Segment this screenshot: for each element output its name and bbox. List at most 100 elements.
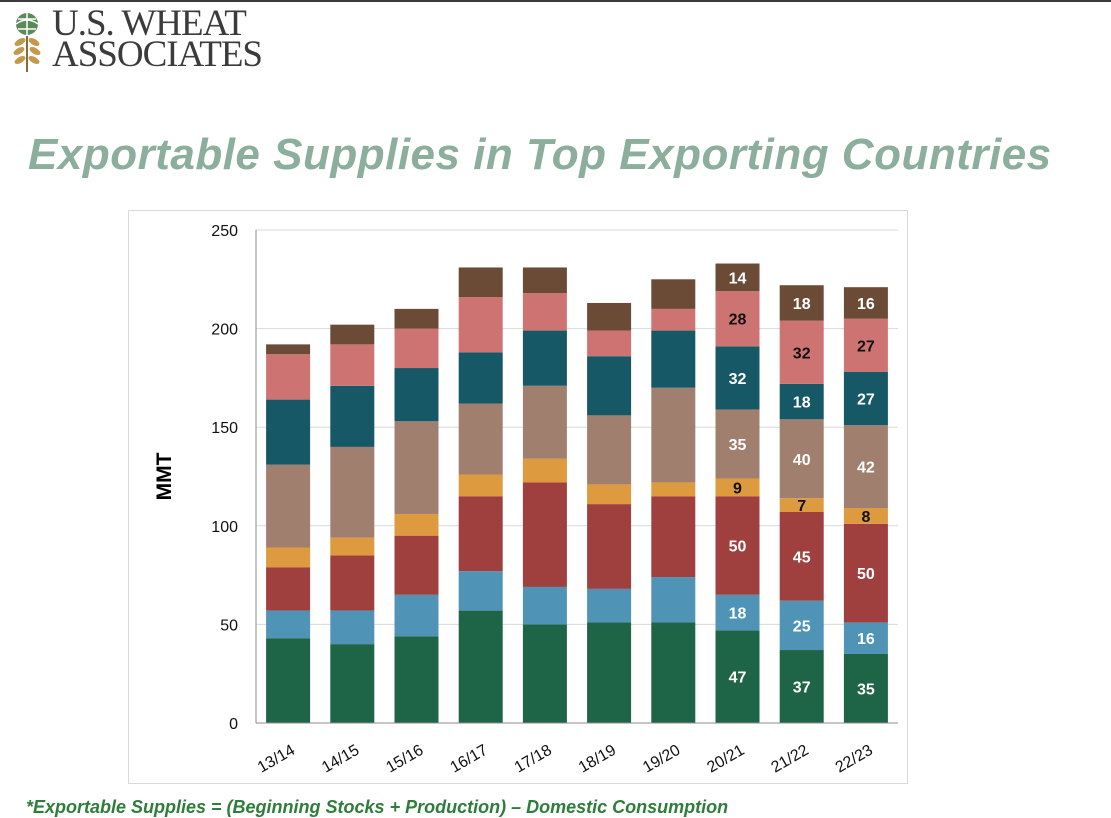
bar-segment	[843, 425, 888, 509]
bar-segment	[715, 478, 760, 497]
bar-segment	[715, 346, 760, 410]
data-label: 16	[857, 631, 875, 648]
bar-segment	[458, 297, 503, 353]
bar-segment	[843, 508, 888, 524]
bar-segment	[266, 399, 311, 465]
data-label: 50	[729, 539, 747, 556]
bar-segment	[587, 484, 632, 505]
bar-segment	[266, 464, 311, 548]
y-tick-label: 50	[220, 617, 238, 634]
bar-segment	[522, 586, 567, 625]
x-tick-label: 21/22	[769, 742, 812, 777]
logo-text: U.S. WHEAT ASSOCIATES	[52, 3, 263, 75]
y-axis-title: MMT	[153, 452, 176, 500]
bar-segment	[458, 474, 503, 497]
bar-segment	[394, 535, 439, 595]
bar-segment	[715, 409, 760, 479]
x-tick-label: 16/17	[448, 742, 491, 777]
bar-segment	[330, 446, 375, 538]
bar-segment	[266, 547, 311, 568]
bar-segment	[651, 482, 696, 497]
bar-segment	[522, 624, 567, 723]
bar-segment	[779, 511, 824, 601]
bar-segment	[394, 421, 439, 514]
bar-segment	[522, 385, 567, 459]
y-tick-label: 150	[211, 420, 238, 437]
bar-segment	[330, 537, 375, 556]
data-label: 42	[857, 460, 875, 477]
bar-segment	[587, 504, 632, 589]
data-label: 7	[797, 498, 806, 515]
data-label: 32	[729, 371, 747, 388]
bar-segment	[779, 320, 824, 384]
x-tick-label: 20/21	[704, 742, 747, 777]
bar-segment	[715, 496, 760, 595]
stacked-bar-chart: 47 18 50 9 35 32 28 14 37 25 45 7 40 18 32 18 35 16 50 8 42 2…	[153, 223, 898, 777]
data-label: 37	[793, 680, 811, 697]
data-label: 18	[793, 395, 811, 412]
bar-segment	[651, 330, 696, 388]
bar-segment	[779, 419, 824, 499]
bar-segment	[587, 588, 632, 623]
x-tick-label: 15/16	[383, 742, 426, 777]
bar-segment	[522, 330, 567, 386]
bar-segment	[843, 653, 888, 723]
data-label: 25	[793, 618, 811, 635]
data-label: 35	[729, 437, 747, 454]
data-label: 45	[793, 549, 811, 566]
logo[interactable]: U.S. WHEAT ASSOCIATES	[6, 3, 266, 76]
bar-segment	[587, 302, 632, 331]
bar-segment	[330, 324, 375, 345]
bar-segment	[651, 577, 696, 623]
bar-segment	[715, 291, 760, 347]
data-label: 27	[857, 338, 875, 355]
bar-segment	[715, 594, 760, 631]
bar-segment	[587, 415, 632, 485]
bar-segment	[843, 622, 888, 654]
data-label: 14	[729, 270, 747, 287]
data-label: 18	[793, 296, 811, 313]
data-label: 8	[861, 509, 870, 526]
x-tick-label: 13/14	[255, 742, 298, 777]
bar-segment	[266, 354, 311, 400]
bar-segment	[330, 344, 375, 386]
x-tick-label: 14/15	[319, 742, 362, 777]
logo-line-1: U.S. WHEAT	[52, 3, 247, 44]
bar-segment	[394, 328, 439, 369]
data-label: 9	[733, 480, 742, 497]
bar-segment	[779, 383, 824, 420]
bar-segment	[330, 610, 375, 645]
bar-segment	[522, 267, 567, 294]
chart-frame	[128, 210, 908, 784]
bar-segment	[715, 630, 760, 723]
bar-segment	[266, 610, 311, 639]
y-tick-label: 250	[211, 223, 238, 240]
bar-segment	[394, 636, 439, 723]
bar-segment	[266, 344, 311, 355]
page-title: Exportable Supplies in Top Exporting Cou…	[28, 130, 1052, 179]
bar-segment	[779, 285, 824, 321]
bar-segment	[651, 496, 696, 578]
bar-segment	[330, 385, 375, 447]
bar-segment	[458, 610, 503, 723]
data-label: 35	[857, 681, 875, 698]
logo-line-2: ASSOCIATES	[52, 34, 263, 75]
bar-segment	[330, 555, 375, 611]
bar-segment	[779, 498, 824, 512]
x-tick-label: 19/20	[640, 742, 683, 777]
bar-segment	[458, 403, 503, 475]
y-tick-label: 200	[211, 322, 238, 339]
data-label: 40	[793, 452, 811, 469]
bar-segment	[330, 644, 375, 723]
data-label: 47	[729, 670, 747, 687]
bar-segment	[394, 594, 439, 637]
bar-segment	[266, 638, 311, 723]
data-label: 16	[857, 296, 875, 313]
bar-segment	[651, 622, 696, 723]
bar-segment	[843, 371, 888, 426]
bar-segment	[458, 496, 503, 572]
data-label: 18	[729, 606, 747, 623]
y-tick-label: 100	[211, 519, 238, 536]
bar-segment	[394, 308, 439, 329]
bar-segment	[779, 600, 824, 651]
